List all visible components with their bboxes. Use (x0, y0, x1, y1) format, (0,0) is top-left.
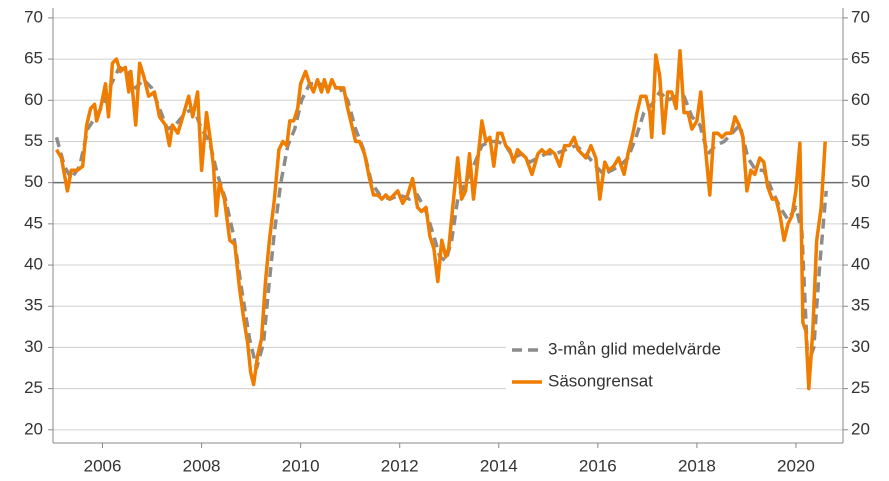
x-tick-label: 2012 (381, 456, 419, 475)
y-tick-label: 40 (24, 255, 43, 274)
y2-tick-label: 35 (851, 296, 870, 315)
line-series (54, 65, 828, 370)
y2-tick-label: 30 (851, 337, 870, 356)
y2-tick-label: 60 (851, 90, 870, 109)
x-tick-label: 2008 (183, 456, 221, 475)
y-tick-label: 50 (24, 172, 43, 191)
x-tick-label: 2020 (777, 456, 815, 475)
y-tick-label: 35 (24, 296, 43, 315)
y2-tick-label: 55 (851, 131, 870, 150)
y2-tick-label: 40 (851, 255, 870, 274)
x-tick-label: 2010 (282, 456, 320, 475)
y-tick-label: 60 (24, 90, 43, 109)
x-tick-label: 2016 (579, 456, 617, 475)
y-tick-label: 20 (24, 419, 43, 438)
line-series (54, 49, 827, 391)
y-tick-label: 65 (24, 49, 43, 68)
y2-tick-label: 70 (851, 7, 870, 26)
legend-box (506, 334, 796, 400)
y2-tick-label: 25 (851, 378, 870, 397)
y2-tick-label: 50 (851, 172, 870, 191)
y2-tick-label: 20 (851, 419, 870, 438)
y2-tick-label: 45 (851, 213, 870, 232)
y-tick-label: 45 (24, 213, 43, 232)
x-tick-label: 2018 (678, 456, 716, 475)
x-tick-label: 2014 (480, 456, 518, 475)
y-tick-label: 25 (24, 378, 43, 397)
y2-tick-label: 65 (851, 49, 870, 68)
x-tick-label: 2006 (84, 456, 122, 475)
y-tick-label: 55 (24, 131, 43, 150)
legend-label: 3-mån glid medelvärde (548, 339, 721, 358)
legend-label: Säsongrensat (548, 371, 653, 390)
y-tick-label: 70 (24, 7, 43, 26)
y-tick-label: 30 (24, 337, 43, 356)
